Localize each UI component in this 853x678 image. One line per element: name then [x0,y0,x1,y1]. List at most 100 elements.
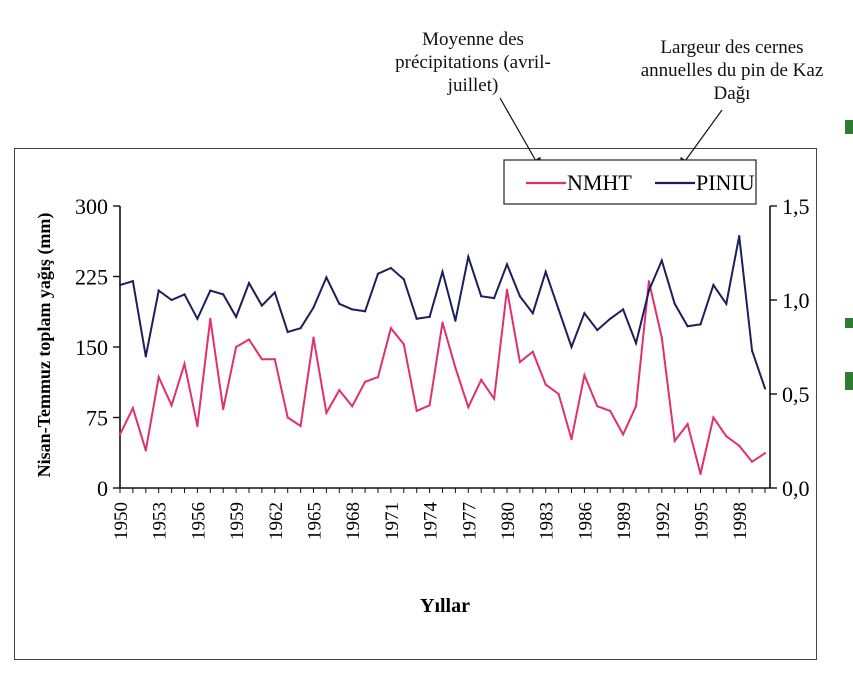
data-point-piniu [312,306,315,309]
data-point-piniu [596,329,599,332]
data-point-piniu [557,308,560,311]
annotation-line: juillet) [447,75,499,96]
x-tick-label: 1959 [227,502,248,540]
data-point-nmht [222,407,225,411]
data-point-piniu [118,283,122,287]
data-point-piniu [196,317,199,320]
data-point-nmht [647,280,651,283]
data-point-nmht [325,411,328,414]
data-point-piniu [286,330,289,334]
annotation-arrow-right [678,109,723,170]
data-point-nmht [609,409,612,412]
data-point-nmht [712,416,715,419]
x-tick-label: 1968 [343,502,364,540]
series-line-nmht [119,280,766,475]
data-point-piniu [480,295,483,298]
data-point-nmht [209,317,212,320]
data-point-piniu [364,310,367,313]
data-point-nmht [157,376,160,379]
data-point-nmht [351,405,354,408]
annotation-ring-width: Largeur des cernes annuelles du pin de K… [612,36,852,105]
data-point-piniu [583,312,586,315]
data-point-nmht [493,397,496,400]
data-point-nmht [622,433,625,436]
x-tick-label: 1998 [730,502,751,540]
data-point-piniu [738,235,741,238]
data-point-piniu [428,315,431,318]
data-point-nmht [428,404,431,407]
data-point-nmht [583,374,586,377]
data-point-piniu [273,291,276,294]
x-tick-label: 1953 [150,502,171,540]
data-point-piniu [531,312,534,315]
data-point-nmht [531,350,534,353]
x-tick-label: 1995 [692,502,713,540]
data-point-piniu [247,282,251,285]
y-tick-label-left: 300 [75,194,108,219]
data-point-nmht [131,407,134,410]
data-point-piniu [338,302,341,305]
y-axis-title: Nisan-Temmuz toplam yağış (mm) [34,213,55,478]
data-point-piniu [544,270,547,273]
data-point-piniu [454,319,457,322]
annotation-line: Dağı [713,83,751,104]
data-point-piniu [609,317,612,320]
data-point-nmht [686,423,689,426]
y-tick-label-right: 0,0 [782,476,810,501]
annotation-precipitation: Moyenne des précipitations (avril- juill… [378,28,568,97]
data-point-nmht [415,409,418,412]
data-point-nmht [738,444,741,447]
x-tick-label: 1980 [498,502,519,540]
data-point-piniu [751,349,754,352]
x-tick-label: 1962 [266,502,287,540]
data-point-nmht [441,321,444,324]
data-point-nmht [260,358,263,361]
x-tick-label: 1986 [575,502,596,540]
legend-label-nmht: NMHT [567,170,632,195]
data-point-nmht [183,362,186,365]
data-point-piniu [570,345,573,349]
data-point-piniu [351,308,354,311]
annotation-line: précipitations (avril- [395,52,551,73]
x-axis-title: Yıllar [420,595,470,617]
data-point-piniu [634,342,638,345]
data-point-nmht [505,288,509,291]
data-point-nmht [376,376,380,379]
data-point-piniu [467,255,470,258]
data-point-piniu [505,263,509,266]
data-point-piniu [299,327,302,330]
data-point-nmht [235,345,238,349]
data-point-piniu [389,266,392,270]
data-point-piniu [235,315,238,318]
y-ticks-right: 0,0 0,5 1,0 1,5 [770,194,810,501]
y-tick-label-left: 75 [86,406,108,431]
y-tick-label-right: 1,5 [782,194,810,219]
data-point-piniu [183,293,186,296]
data-point-nmht [557,392,560,396]
data-point-nmht [634,405,638,408]
data-point-nmht [725,435,728,438]
data-point-nmht [118,433,122,436]
data-point-nmht [480,378,483,381]
data-point-nmht [273,358,276,361]
data-point-nmht [660,336,663,339]
x-tick-label: 1956 [188,502,209,540]
legend: NMHT PINIU [503,159,757,205]
data-point-piniu [660,259,663,262]
data-point-nmht [751,460,754,463]
data-point-piniu [170,298,173,302]
annotation-line: Largeur des cernes [660,37,804,58]
series-layer [118,235,767,475]
data-point-nmht [454,366,457,369]
data-point-piniu [763,387,767,390]
data-point-nmht [570,438,573,441]
data-point-piniu [622,308,625,311]
data-point-nmht [338,389,341,392]
data-point-piniu [441,270,444,273]
x-ticks: 1950 1953 1956 1959 1962 1965 1968 1971 1974 1977… [111,488,766,540]
data-point-nmht [364,380,367,383]
annotation-line: Moyenne des [422,29,524,50]
data-point-nmht [673,439,676,443]
data-point-nmht [286,416,289,419]
